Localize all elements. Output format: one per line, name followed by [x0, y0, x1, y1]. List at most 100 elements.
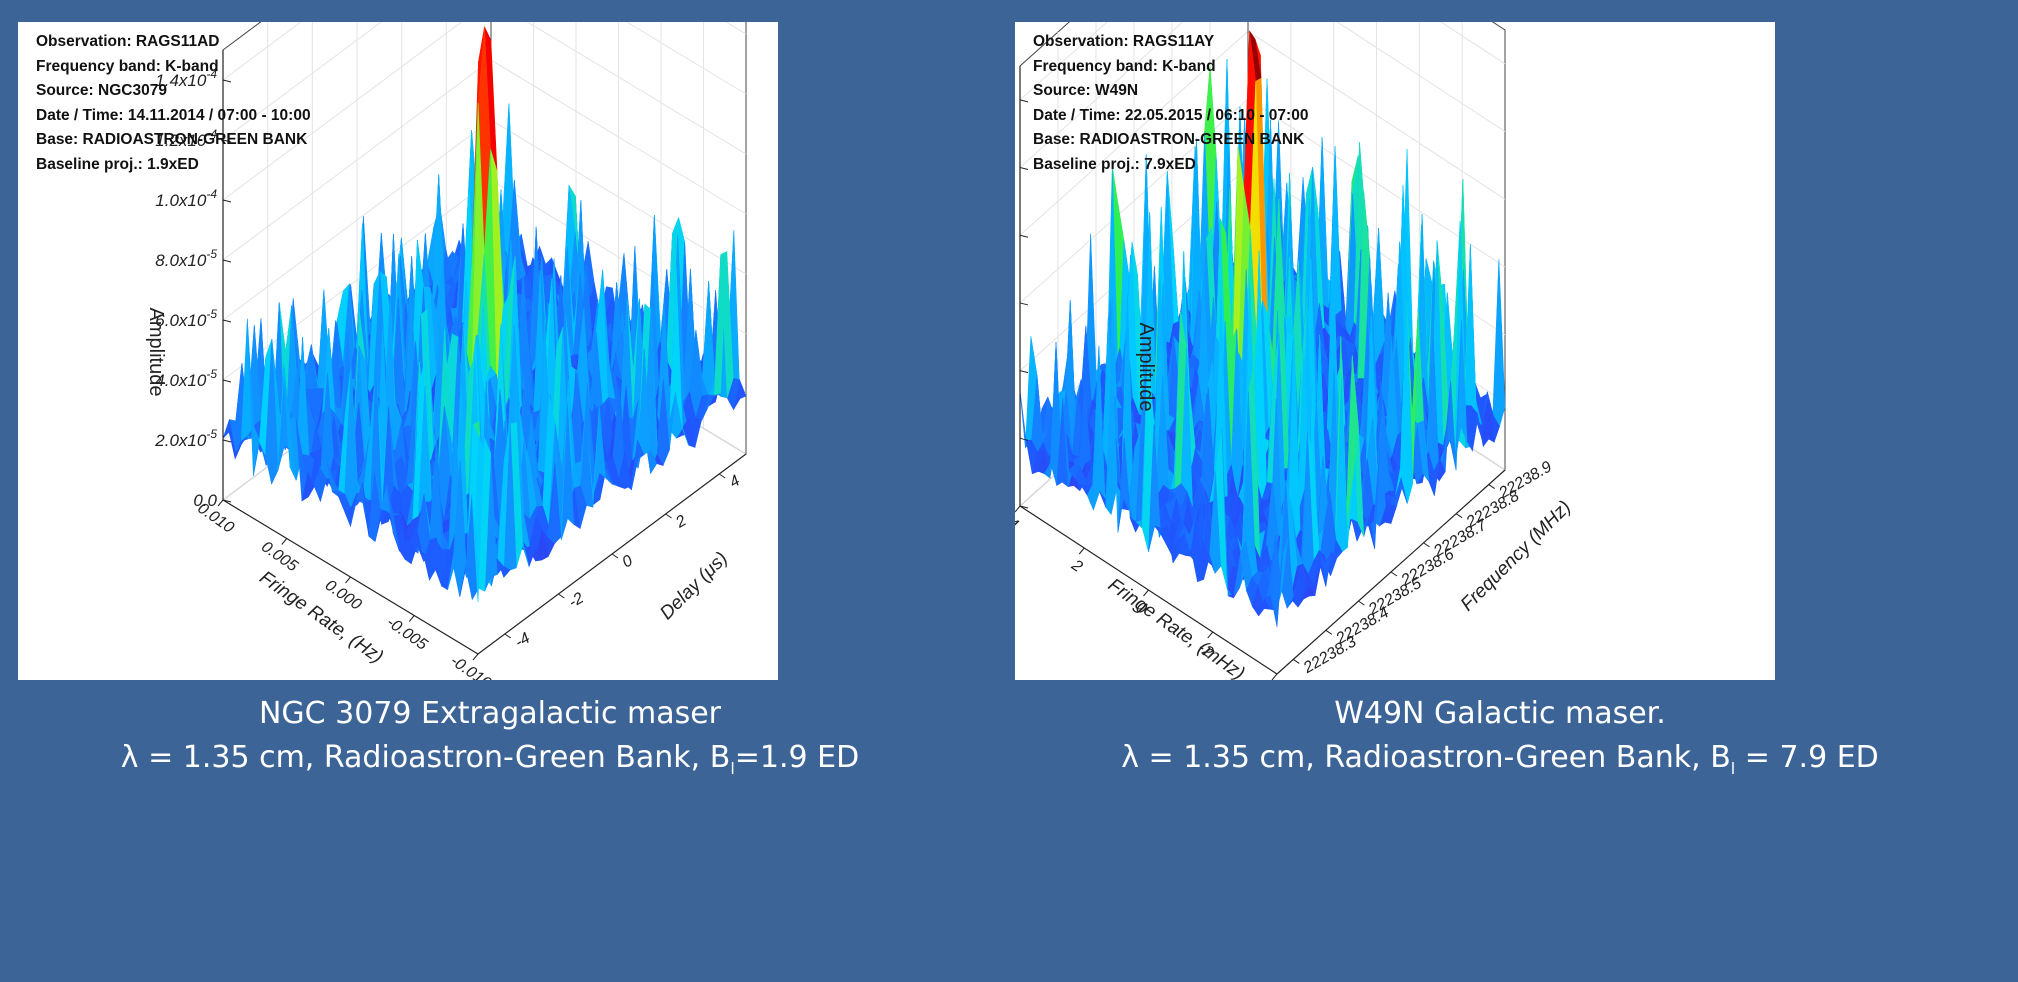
z-tick-mark [1019, 167, 1029, 171]
x-tick-mark [281, 538, 288, 545]
z-tick-label: 8.0x10-5 [155, 247, 217, 270]
z-tick-mark [222, 379, 232, 383]
caption-detail: λ = 1.35 cm, Radioastron-Green Bank, Bl … [1010, 736, 1990, 791]
z-tick-mark [222, 259, 232, 263]
x-tick-label: -0.010 [447, 652, 494, 680]
y-tick-mark [1455, 513, 1463, 519]
surface-cell [1493, 259, 1506, 428]
y-tick-mark [1390, 571, 1398, 577]
surface-plot-ngc3079: 0.02.0x10-54.0x10-56.0x10-58.0x10-51.0x1… [145, 22, 747, 680]
z-tick-exponent: -5 [206, 247, 217, 261]
source-label: Source: NGC3079 [36, 82, 167, 99]
caption-detail-prefix: λ = 1.35 cm, Radioastron-Green Bank, B [120, 740, 731, 775]
y-tick-label: 22238.9 [1495, 458, 1555, 502]
base-label: Base: RADIOASTRON-GREEN BANK [36, 131, 308, 148]
y-tick-mark [1293, 659, 1300, 664]
datetime-label: Date / Time: 14.11.2014 / 07:00 - 10:00 [36, 106, 311, 124]
z-tick-label: 4.0x10-5 [155, 367, 217, 390]
z-tick-mantissa: 6.0x10 [155, 311, 207, 330]
observation-info: Observation: RAGS11AD Frequency band: K-… [36, 30, 311, 177]
surface-mesh [1019, 30, 1506, 628]
x-tick-label: 4 [1015, 515, 1021, 534]
surface-cell [1270, 556, 1283, 628]
y-axis-title: Delay (μs) [656, 548, 732, 624]
z-tick-label: 6.0x10-5 [155, 307, 217, 330]
caption-detail-suffix: = 7.9 ED [1735, 740, 1879, 775]
y-tick-label: -2 [566, 590, 587, 612]
y-tick-mark [504, 633, 512, 639]
caption-detail-prefix: λ = 1.35 cm, Radioastron-Green Bank, B [1121, 740, 1731, 775]
z-tick-exponent: -5 [206, 427, 217, 441]
y-tick-mark [611, 553, 619, 559]
caption-detail-suffix: =1.9 ED [734, 740, 860, 775]
x-tick-mark [1078, 547, 1085, 555]
y-tick-mark [1488, 484, 1495, 489]
y-tick-label: 4 [727, 472, 743, 491]
z-axis-title: Amplitude [1135, 323, 1157, 412]
x-tick-mark [408, 615, 415, 622]
z-tick-exponent: -4 [206, 67, 217, 81]
z-tick-exponent: -4 [206, 187, 217, 201]
surface-cell [471, 437, 485, 603]
z-tick-mantissa: 8.0x10 [155, 251, 207, 270]
chart-panel-ngc3079: 0.0 2.0x10-5 4.0x10-5 6.0x10-5 8.0x10-5 1.0x1… [18, 22, 778, 680]
source-label: Source: W49N [1033, 82, 1139, 99]
z-tick-mark [1019, 99, 1029, 103]
observation-label: Observation: RAGS11AY [1033, 33, 1215, 50]
x-tick-label: -0.005 [383, 614, 430, 654]
caption-w49n: W49N Galactic maser. λ = 1.35 cm, Radioa… [1010, 692, 1990, 791]
x-tick-mark [217, 499, 224, 507]
x-tick-mark [1015, 505, 1021, 513]
z-tick-mantissa: 1.2x10 [155, 131, 207, 150]
z-tick-mark [222, 199, 232, 203]
caption-ngc3079: NGC 3079 Extragalactic maser λ = 1.35 cm… [0, 692, 980, 791]
z-tick-mantissa: 2.0x10 [154, 431, 207, 450]
z-tick-mark [222, 139, 232, 143]
frequency-band-label: Frequency band: K-band [1033, 57, 1216, 75]
baseline-label: Baseline proj.: 1.9xED [36, 155, 199, 173]
z-tick-exponent: -4 [206, 127, 217, 141]
z-tick-mark [222, 439, 232, 443]
z-tick-label: 2.0x10-5 [154, 427, 217, 450]
y-tick-mark [1423, 542, 1430, 548]
x-tick-mark [345, 576, 351, 584]
chart-panel-w49n: 0.01.0x10-32.0x10-33.0x10-34.0x10-35.0x1… [1015, 22, 1775, 680]
z-tick-mark [222, 499, 232, 503]
frequency-band-label: Frequency band: K-band [36, 57, 219, 75]
y-tick-mark [665, 513, 672, 519]
baseline-label: Baseline proj.: 7.9xED [1033, 155, 1196, 173]
y-tick-mark [718, 473, 726, 479]
z-tick-mark [1019, 437, 1029, 441]
x-tick-label: 0.000 [322, 577, 365, 614]
z-tick-mark [1019, 505, 1029, 509]
z-tick-mark [1019, 234, 1029, 238]
datetime-label: Date / Time: 22.05.2015 / 06:10 - 07:00 [1033, 106, 1309, 124]
z-tick-label: 1.2x10-4 [155, 127, 217, 150]
z-tick-label: 0.0 [193, 491, 217, 510]
observation-info: Observation: RAGS11AY Frequency band: K-… [1033, 30, 1308, 177]
y-tick-label: 0 [620, 552, 636, 571]
surface-mesh [222, 26, 747, 603]
surface-plot-w49n: 0.01.0x10-32.0x10-33.0x10-34.0x10-35.0x1… [1015, 22, 1575, 680]
caption-detail-sub: l [1730, 759, 1736, 778]
z-tick-mark [222, 319, 232, 323]
z-tick-exponent: -5 [206, 367, 217, 381]
y-tick-mark [1358, 600, 1365, 606]
base-label: Base: RADIOASTRON-GREEN BANK [1033, 131, 1305, 148]
y-tick-mark [1325, 629, 1333, 635]
observation-label: Observation: RAGS11AD [36, 33, 220, 50]
caption-title: NGC 3079 Extragalactic maser [258, 696, 722, 731]
x-tick-label: 2 [1067, 556, 1085, 576]
x-tick-mark [1143, 589, 1149, 597]
x-tick-mark [1271, 673, 1278, 680]
y-tick-mark [558, 593, 565, 599]
z-tick-mantissa: 1.0x10 [155, 191, 207, 210]
z-tick-labels: 0.01.0x10-32.0x10-33.0x10-34.0x10-35.0x1… [1019, 99, 1029, 509]
z-tick-label: 1.4x10-4 [155, 67, 217, 90]
y-tick-label: -4 [512, 630, 533, 652]
x-tick-mark [472, 653, 479, 661]
z-tick-mantissa: 4.0x10 [155, 371, 207, 390]
z-axis-title: Amplitude [145, 308, 167, 397]
caption-title: W49N Galactic maser. [1334, 696, 1666, 731]
z-tick-labels: 0.02.0x10-54.0x10-56.0x10-58.0x10-51.0x1… [154, 67, 232, 510]
